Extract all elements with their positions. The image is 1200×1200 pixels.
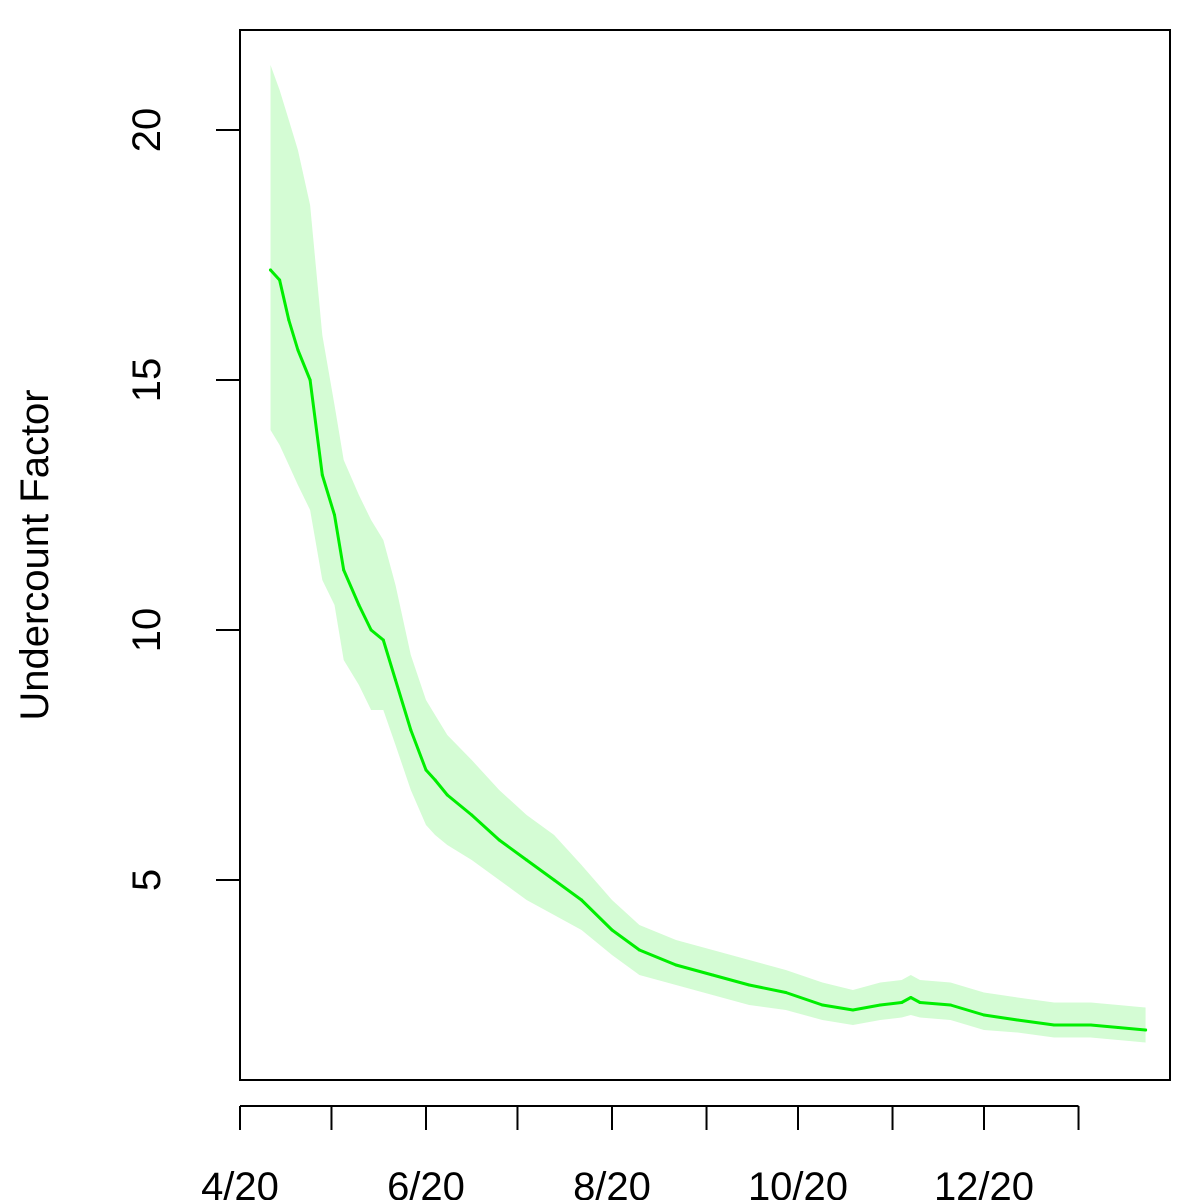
data-point-4 xyxy=(308,378,312,382)
x-tick-label-0: 4/20 xyxy=(201,1165,279,1200)
x-tick-label-3: 10/20 xyxy=(748,1165,848,1200)
x-tick-label-4: 12/20 xyxy=(934,1165,1034,1200)
data-point-34 xyxy=(982,1013,986,1017)
confidence-band-layer xyxy=(270,65,1146,1043)
data-point-26 xyxy=(784,991,788,994)
data-point-35 xyxy=(1016,1018,1020,1022)
data-point-7 xyxy=(342,568,346,572)
x-axis: 4/20 6/20 8/20 10/20 12/20 xyxy=(201,1105,1080,1200)
data-point-23 xyxy=(674,963,678,967)
data-point-28 xyxy=(851,1008,855,1012)
data-point-29 xyxy=(878,1003,882,1007)
data-point-11 xyxy=(394,678,398,682)
data-point-27 xyxy=(820,1003,824,1007)
data-point-6 xyxy=(333,513,337,517)
data-point-15 xyxy=(445,793,449,797)
data-point-1 xyxy=(278,278,282,282)
confidence-band-0 xyxy=(270,65,1146,1043)
y-tick-label-3: 20 xyxy=(125,108,169,153)
x-tick-label-2: 8/20 xyxy=(573,1165,651,1200)
data-point-33 xyxy=(948,1003,952,1007)
data-point-0 xyxy=(268,268,272,272)
data-point-18 xyxy=(525,858,529,862)
data-point-13 xyxy=(424,768,428,772)
data-point-39 xyxy=(1144,1028,1148,1032)
data-point-12 xyxy=(409,728,413,732)
data-point-8 xyxy=(357,603,361,607)
data-point-30 xyxy=(900,1001,904,1004)
data-point-38 xyxy=(1116,1026,1120,1029)
data-point-25 xyxy=(747,983,751,987)
data-point-9 xyxy=(369,628,373,632)
data-point-36 xyxy=(1052,1023,1056,1027)
data-point-5 xyxy=(320,473,324,477)
data-point-32 xyxy=(918,1001,922,1004)
data-point-20 xyxy=(580,898,584,902)
x-tick-label-1: 6/20 xyxy=(387,1165,465,1200)
y-tick-label-0: 5 xyxy=(125,869,169,891)
data-point-17 xyxy=(497,838,501,842)
data-point-14 xyxy=(433,778,437,782)
data-point-2 xyxy=(287,318,291,322)
data-point-22 xyxy=(637,948,641,952)
data-point-31 xyxy=(909,996,913,999)
y-axis-label: Undercount Factor xyxy=(13,389,57,720)
series-line-0 xyxy=(269,268,1148,1032)
data-point-21 xyxy=(610,928,614,932)
data-point-24 xyxy=(711,973,715,977)
data-point-37 xyxy=(1089,1023,1093,1027)
data-point-16 xyxy=(470,813,474,817)
data-point-3 xyxy=(296,348,300,352)
y-tick-label-1: 10 xyxy=(125,608,169,653)
data-point-10 xyxy=(381,638,385,642)
data-point-19 xyxy=(552,878,556,882)
y-tick-label-2: 15 xyxy=(125,358,169,403)
series-line-layer xyxy=(268,268,1148,1032)
y-axis: 5 10 15 20 xyxy=(125,108,241,891)
